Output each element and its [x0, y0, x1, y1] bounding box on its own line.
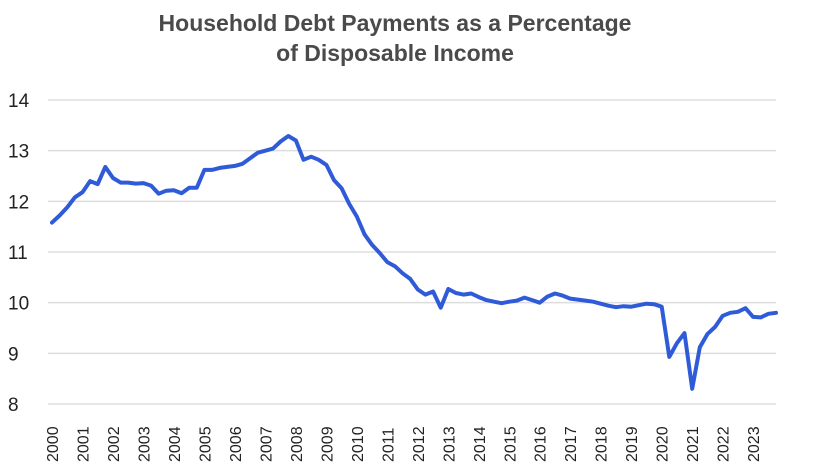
y-tick-label: 12: [8, 192, 29, 213]
x-tick-label: 2012: [411, 426, 428, 462]
x-tick-label: 2004: [167, 426, 184, 462]
x-tick-label: 2011: [380, 427, 397, 462]
x-tick-label: 2000: [45, 426, 62, 462]
x-tick-label: 2002: [106, 426, 123, 462]
x-tick-label: 2008: [289, 426, 306, 462]
x-tick-label: 2009: [319, 426, 336, 462]
x-tick-label: 2010: [350, 426, 367, 462]
x-axis-ticks: 2000 2001 2002 2003 2004 2005 2006 2007 2008 2009…: [45, 426, 763, 462]
chart-title-line2: of Disposable Income: [276, 40, 514, 66]
x-tick-label: 2017: [563, 426, 580, 462]
series-line: [50, 134, 778, 391]
x-tick-label: 2007: [258, 426, 275, 462]
x-tick-label: 2018: [594, 426, 611, 462]
y-tick-label: 11: [8, 243, 28, 264]
y-tick-label: 13: [8, 142, 29, 163]
x-tick-label: 2013: [441, 426, 458, 462]
chart-title-line1: Household Debt Payments as a Percentage: [158, 10, 632, 36]
x-tick-label: 2022: [716, 426, 733, 462]
y-tick-label: 9: [8, 344, 19, 365]
x-tick-label: 2014: [472, 426, 489, 462]
series-group: [50, 134, 778, 391]
x-tick-label: 2001: [75, 426, 92, 462]
x-tick-label: 2005: [197, 426, 214, 462]
chart-title: Household Debt Payments as a Percentage …: [0, 8, 790, 68]
x-tick-label: 2019: [624, 426, 641, 462]
y-tick-label: 10: [8, 294, 29, 315]
x-tick-label: 2023: [746, 426, 763, 462]
x-tick-label: 2006: [228, 426, 245, 462]
x-tick-label: 2016: [533, 426, 550, 462]
x-tick-label: 2015: [502, 426, 519, 462]
y-tick-label: 14: [8, 91, 30, 112]
x-tick-label: 2021: [685, 426, 702, 462]
y-tick-label: 8: [8, 395, 19, 416]
x-tick-label: 2003: [136, 426, 153, 462]
y-axis-ticks: 8 9 10 11 12 13 14: [8, 91, 30, 416]
gridlines: [48, 99, 776, 405]
x-tick-label: 2020: [655, 426, 672, 462]
